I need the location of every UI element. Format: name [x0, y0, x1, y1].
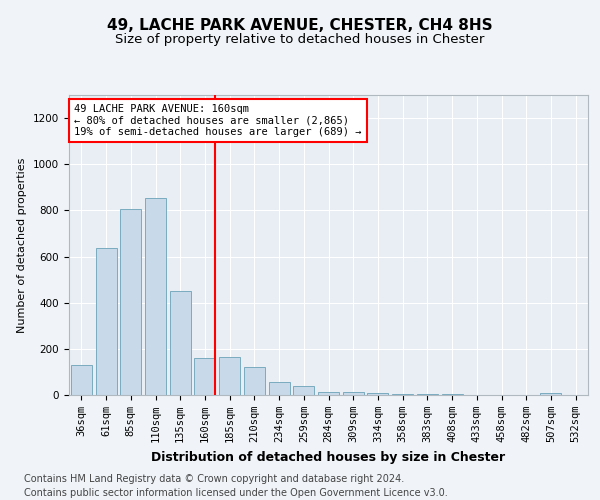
Bar: [392, 394, 413, 395]
Bar: [318, 392, 339, 395]
Y-axis label: Number of detached properties: Number of detached properties: [17, 158, 28, 332]
Text: 49, LACHE PARK AVENUE, CHESTER, CH4 8HS: 49, LACHE PARK AVENUE, CHESTER, CH4 8HS: [107, 18, 493, 32]
Bar: [269, 382, 290, 395]
Text: Size of property relative to detached houses in Chester: Size of property relative to detached ho…: [115, 32, 485, 46]
Bar: [293, 386, 314, 395]
Bar: [442, 394, 463, 395]
Bar: [194, 358, 215, 395]
Bar: [145, 198, 166, 395]
Bar: [541, 392, 562, 395]
Bar: [219, 357, 240, 395]
Bar: [95, 248, 116, 395]
Bar: [71, 365, 92, 395]
Bar: [417, 394, 438, 395]
Text: Contains HM Land Registry data © Crown copyright and database right 2024.
Contai: Contains HM Land Registry data © Crown c…: [24, 474, 448, 498]
Bar: [170, 291, 191, 395]
Text: 49 LACHE PARK AVENUE: 160sqm
← 80% of detached houses are smaller (2,865)
19% of: 49 LACHE PARK AVENUE: 160sqm ← 80% of de…: [74, 104, 362, 137]
Bar: [244, 368, 265, 395]
Bar: [367, 392, 388, 395]
Bar: [343, 392, 364, 395]
X-axis label: Distribution of detached houses by size in Chester: Distribution of detached houses by size …: [151, 450, 506, 464]
Bar: [120, 209, 141, 395]
